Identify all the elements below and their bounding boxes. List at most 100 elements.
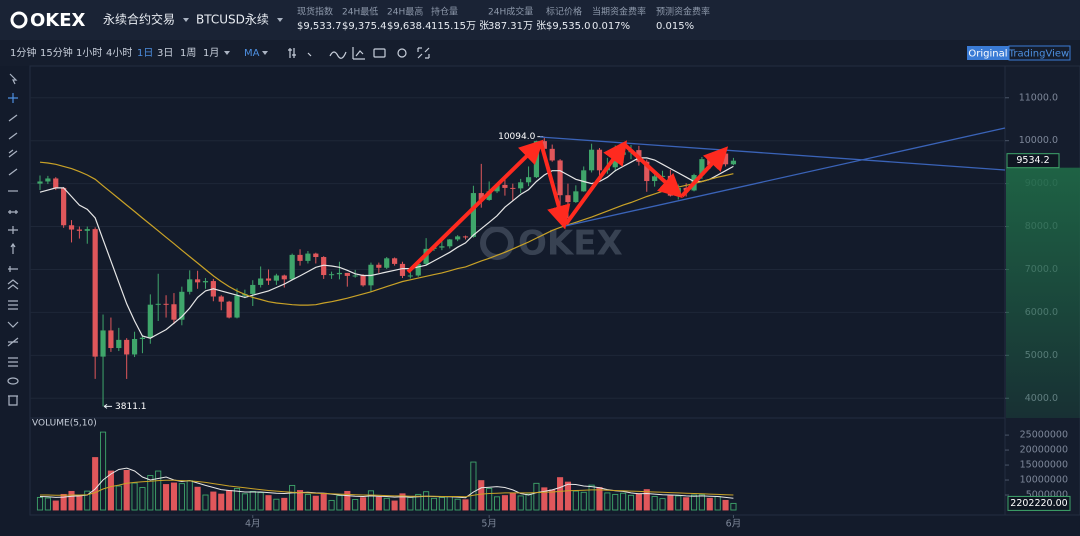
stat-value: 387.31万 张: [488, 20, 546, 32]
candle-body: [478, 193, 484, 200]
view-button-active[interactable]: [967, 46, 1009, 60]
channel-tool[interactable]: [7, 279, 19, 290]
settings-icon[interactable]: [397, 48, 407, 58]
watermark-logo: [480, 226, 514, 260]
volume-bar: [352, 499, 359, 511]
delete-tool[interactable]: [8, 395, 18, 406]
fullscreen-icon[interactable]: [417, 47, 430, 59]
stat-label: 持仓量: [431, 6, 458, 18]
volume-bar: [627, 494, 635, 511]
candle-body: [392, 258, 398, 264]
candle-body: [68, 225, 75, 230]
view-button[interactable]: [1008, 45, 1071, 61]
view-option[interactable]: TradingView: [1008, 49, 1069, 60]
volume-bar: [320, 492, 327, 511]
volume-bar: [123, 469, 130, 511]
volume-bar: [84, 490, 91, 511]
interval-tab[interactable]: 1小时: [76, 47, 102, 59]
candle-body: [462, 236, 469, 238]
volume-bar: [226, 490, 233, 511]
candle-body: [45, 178, 51, 182]
last-price-box: [1006, 153, 1060, 169]
volume-bar: [233, 487, 241, 511]
candle-body: [265, 278, 272, 281]
interval-tab[interactable]: 1月: [203, 47, 219, 59]
interval-tab[interactable]: 1日: [137, 48, 153, 59]
volume-bar: [273, 498, 280, 511]
interval-tab[interactable]: 1分钟: [10, 46, 36, 59]
candle-icon[interactable]: [288, 48, 296, 58]
volume-bar: [170, 482, 178, 511]
view-option[interactable]: Original: [968, 49, 1007, 60]
volume-bar: [289, 484, 296, 511]
line-icon[interactable]: [329, 51, 347, 59]
interval-tab[interactable]: 4小时: [106, 47, 132, 59]
volume-bar: [667, 495, 674, 511]
volume-bar: [478, 480, 485, 511]
gann-tool[interactable]: [7, 337, 19, 347]
candle-body: [360, 275, 366, 286]
volume-bar: [202, 494, 209, 511]
volume-bar: [367, 490, 375, 511]
candle-body: [407, 275, 413, 277]
volume-bar: [44, 497, 51, 511]
volume-tick-label: 10000000: [1020, 475, 1068, 486]
vline-tool[interactable]: [8, 226, 18, 234]
candle-body: [187, 279, 193, 292]
hray-tool[interactable]: [8, 210, 18, 214]
price-tool[interactable]: [8, 266, 18, 272]
candle-body: [376, 264, 382, 268]
x-tick-label: 4月: [245, 519, 261, 530]
crosshair-tool[interactable]: [8, 93, 18, 103]
fib-tool[interactable]: [8, 300, 18, 310]
pitch-tool[interactable]: [7, 321, 19, 328]
volume-bar: [493, 496, 501, 511]
volume-bar: [643, 489, 650, 511]
y-tick-label: 11000.0: [1019, 92, 1058, 103]
trend-tool[interactable]: [8, 114, 18, 122]
price-fade: [1006, 167, 1080, 418]
camera-icon[interactable]: [373, 48, 386, 58]
logo[interactable]: OKEX: [30, 10, 86, 31]
volume-bar: [360, 497, 367, 511]
price-pane: [29, 65, 1006, 419]
volume-bar: [76, 495, 83, 511]
volume-bar: [178, 483, 185, 511]
ray-tool[interactable]: [8, 132, 18, 140]
cursor-tool[interactable]: [9, 73, 18, 85]
candle-body: [258, 278, 264, 285]
candle-body: [124, 339, 130, 355]
volume-bar: [430, 497, 438, 511]
volume-bar: [399, 493, 406, 511]
candle-body: [518, 182, 524, 189]
candle-body: [439, 246, 445, 248]
interval-tab[interactable]: 1周: [180, 47, 196, 59]
compare-icon[interactable]: [352, 47, 365, 60]
stat-value: 0.017%: [592, 21, 630, 32]
interval-tab[interactable]: 15分钟: [40, 46, 73, 59]
interval-tab[interactable]: 3日: [157, 48, 173, 59]
candle-body: [100, 330, 106, 357]
pattern-tool[interactable]: [8, 357, 18, 367]
candle-body: [644, 161, 650, 182]
ruler-tool[interactable]: [10, 242, 16, 254]
arrow-tool[interactable]: [8, 168, 18, 176]
stat-value: $9,533.7: [297, 21, 342, 32]
candle-body: [533, 141, 540, 178]
stat-label: 现货指数: [297, 6, 333, 18]
instrument-menu[interactable]: BTCUSD永续: [196, 13, 269, 27]
volume-bar: [68, 490, 75, 511]
extend-tool[interactable]: [8, 149, 18, 158]
volume-bar: [612, 493, 619, 511]
candle-body: [344, 272, 350, 276]
volume-bar: [572, 490, 579, 511]
candle-body: [589, 149, 595, 171]
visibility-tool[interactable]: [7, 377, 19, 385]
indicator-menu[interactable]: MA: [244, 48, 260, 59]
candle-body: [494, 184, 500, 192]
candle-body: [549, 148, 555, 161]
volume-bar: [257, 492, 264, 511]
price-ma-line: [39, 161, 734, 306]
product-menu[interactable]: 永续合约交易: [103, 12, 175, 27]
